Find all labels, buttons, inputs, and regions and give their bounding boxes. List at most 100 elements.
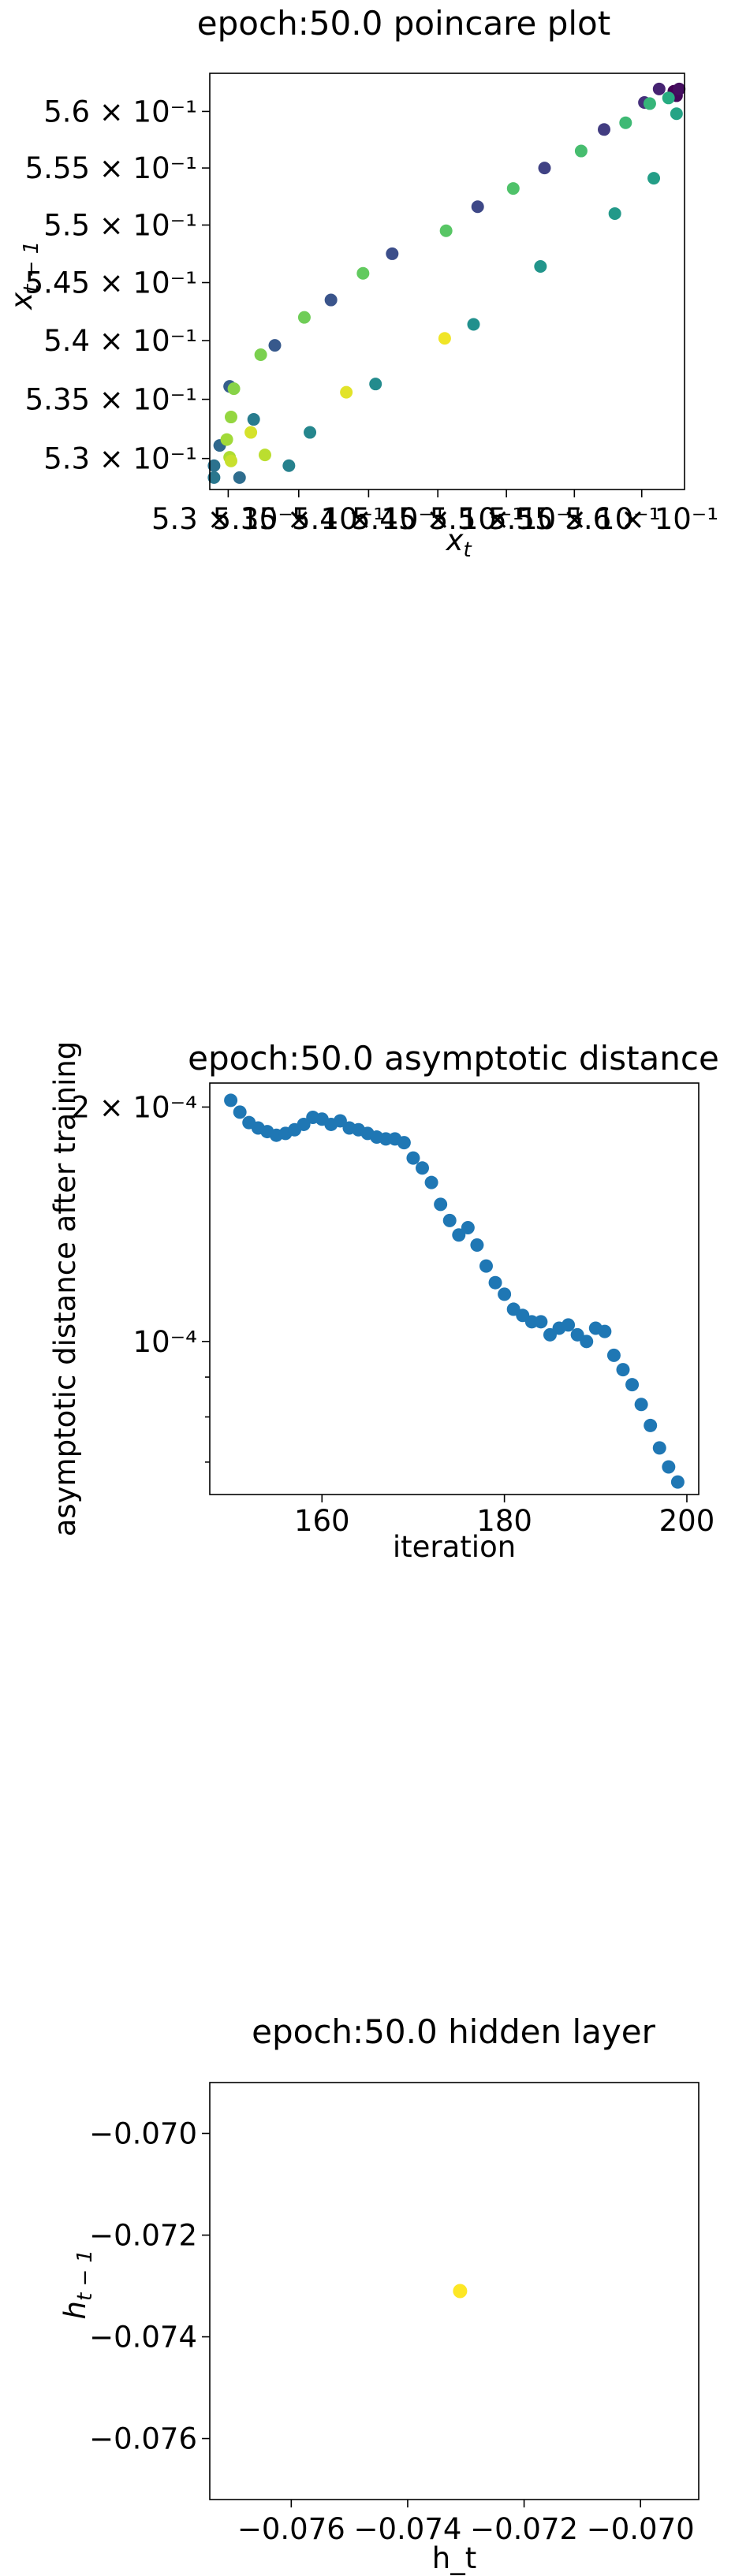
- hidden-x-tick-label-3: −0.070: [587, 2512, 695, 2546]
- distance-point-12: [333, 1114, 347, 1128]
- poincare-point-22: [608, 207, 621, 220]
- poincare-point-31: [356, 266, 370, 280]
- distance-point-45: [634, 1398, 648, 1412]
- distance-point-27: [470, 1238, 484, 1252]
- poincare-x-tick-label-1: 5.35 × 10⁻¹: [213, 502, 385, 536]
- poincare-y-tick-label-0: 5.3 × 10⁻¹: [43, 442, 197, 476]
- poincare-point-26: [643, 97, 656, 110]
- poincare-point-7: [471, 200, 484, 214]
- poincare-point-42: [438, 332, 451, 345]
- distance-point-29: [488, 1275, 502, 1290]
- distance-point-47: [652, 1441, 666, 1455]
- distance-point-21: [416, 1161, 430, 1175]
- distance-point-44: [625, 1378, 640, 1392]
- distance-point-0: [224, 1093, 238, 1107]
- hidden-x-tick-label-1: −0.074: [353, 2512, 461, 2546]
- distance-point-28: [479, 1259, 493, 1273]
- poincare-plot-x-label-text: x_t: [435, 549, 437, 551]
- asymptotic-distance-y-ticks: 10⁻⁴ 2 × 10⁻⁴: [71, 1090, 210, 1463]
- distance-point-43: [616, 1363, 630, 1377]
- poincare-plot-y-label-base: x: [5, 292, 39, 311]
- poincare-point-25: [662, 91, 675, 105]
- poincare-point-21: [534, 259, 547, 273]
- distance-point-22: [424, 1175, 438, 1189]
- poincare-plot-x-label-base: x: [446, 523, 465, 557]
- poincare-point-38: [258, 449, 271, 462]
- poincare-x-tick-label-5: 5.55 × 10⁻¹: [488, 502, 660, 536]
- poincare-point-14: [207, 459, 221, 472]
- poincare-point-8: [386, 247, 399, 260]
- distance-point-34: [534, 1315, 548, 1329]
- poincare-point-39: [224, 454, 237, 467]
- asymptotic-distance-title: epoch:50.0 asymptotic distance: [188, 1039, 719, 1078]
- distance-point-19: [397, 1136, 411, 1150]
- poincare-plot-y-label: x_{t-1} xt − 1: [5, 241, 43, 323]
- poincare-point-9: [324, 293, 338, 307]
- poincare-point-17: [282, 459, 296, 472]
- poincare-point-24: [670, 107, 683, 121]
- distance-x-tick-label-0: 160: [294, 1504, 350, 1538]
- poincare-y-tick-label-6: 5.6 × 10⁻¹: [43, 95, 197, 128]
- distance-point-8: [297, 1117, 311, 1131]
- hidden-y-tick-label-3: −0.076: [89, 2422, 197, 2456]
- hidden-layer-y-label-base: h: [58, 2301, 92, 2319]
- distance-point-39: [580, 1335, 594, 1349]
- poincare-x-tick-label-6: 5.6 × 10⁻¹: [565, 502, 718, 536]
- hidden-layer-points: [453, 2284, 468, 2299]
- distance-y-tick-label-1: 2 × 10⁻⁴: [71, 1090, 197, 1124]
- poincare-y-tick-label-3: 5.45 × 10⁻¹: [25, 266, 197, 300]
- poincare-x-tick-label-4: 5.5 × 10⁻¹: [430, 502, 584, 536]
- distance-point-20: [406, 1151, 420, 1165]
- poincare-point-40: [244, 426, 258, 439]
- poincare-point-27: [619, 116, 632, 129]
- poincare-y-tick-label-2: 5.4 × 10⁻¹: [43, 324, 197, 358]
- hidden-layer-y-label-sub: t − 1: [73, 2250, 97, 2301]
- poincare-point-20: [467, 318, 480, 331]
- poincare-plot-y-ticks: 5.3 × 10⁻¹ 5.35 × 10⁻¹ 5.4 × 10⁻¹ 5.45 × 10…: [25, 95, 210, 476]
- hidden-layer-chart: epoch:50.0 hidden layer −0.076 −0.074 −0.0…: [58, 2012, 700, 2575]
- asymptotic-distance-points: [224, 1093, 685, 1489]
- hidden-layer-x-ticks: −0.076 −0.074 −0.072 −0.070: [237, 2500, 695, 2546]
- poincare-plot-points: [207, 82, 686, 484]
- poincare-y-tick-label-4: 5.5 × 10⁻¹: [43, 208, 197, 242]
- distance-x-tick-label-1: 180: [476, 1504, 532, 1538]
- poincare-point-41: [340, 385, 353, 399]
- distance-point-46: [644, 1418, 658, 1432]
- poincare-point-23: [647, 172, 661, 185]
- distance-y-tick-label-0: 10⁻⁴: [133, 1325, 197, 1359]
- hidden-layer-y-label: h_{t-1} ht − 1: [58, 2250, 97, 2332]
- poincare-plot-frame: [209, 73, 685, 490]
- hidden-layer-y-ticks: −0.070 −0.072 −0.074 −0.076: [89, 2117, 210, 2456]
- hidden-y-tick-label-1: −0.072: [89, 2219, 197, 2253]
- distance-point-25: [452, 1228, 466, 1242]
- poincare-x-tick-label-2: 5.4 × 10⁻¹: [292, 502, 446, 536]
- poincare-point-18: [304, 426, 317, 439]
- poincare-point-28: [574, 144, 588, 158]
- poincare-point-13: [233, 471, 246, 484]
- distance-point-24: [442, 1213, 457, 1227]
- distance-point-49: [670, 1475, 685, 1489]
- distance-point-30: [498, 1287, 512, 1301]
- hidden-layer-y-label-text: h_{t-1}: [84, 2328, 86, 2332]
- hidden-x-tick-label-0: −0.076: [237, 2512, 345, 2546]
- poincare-point-34: [227, 382, 241, 396]
- asymptotic-distance-x-ticks: 160 180 200: [294, 1495, 714, 1538]
- poincare-plot-x-ticks: 5.3 × 10⁻¹5.35 × 10⁻¹5.4 × 10⁻¹5.45 × 10…: [151, 490, 718, 536]
- poincare-plot-title: epoch:50.0 poincare plot: [197, 4, 610, 43]
- hidden-layer-frame: [209, 2082, 700, 2500]
- asymptotic-distance-x-label: iteration: [393, 1530, 516, 1564]
- hidden-y-tick-label-2: −0.074: [89, 2321, 197, 2355]
- poincare-x-tick-label-0: 5.3 × 10⁻¹: [151, 502, 305, 536]
- poincare-point-32: [297, 311, 311, 324]
- poincare-point-6: [538, 162, 551, 175]
- distance-x-tick-label-2: 200: [659, 1504, 715, 1538]
- poincare-point-35: [224, 411, 237, 424]
- poincare-y-tick-label-5: 5.55 × 10⁻¹: [25, 151, 197, 185]
- distance-point-41: [598, 1324, 612, 1338]
- asymptotic-distance-y-label: asymptotic distance after training: [48, 1041, 82, 1537]
- distance-point-48: [662, 1460, 676, 1474]
- hidden-x-tick-label-2: −0.072: [470, 2512, 578, 2546]
- poincare-point-29: [506, 182, 520, 195]
- poincare-point-5: [598, 123, 611, 136]
